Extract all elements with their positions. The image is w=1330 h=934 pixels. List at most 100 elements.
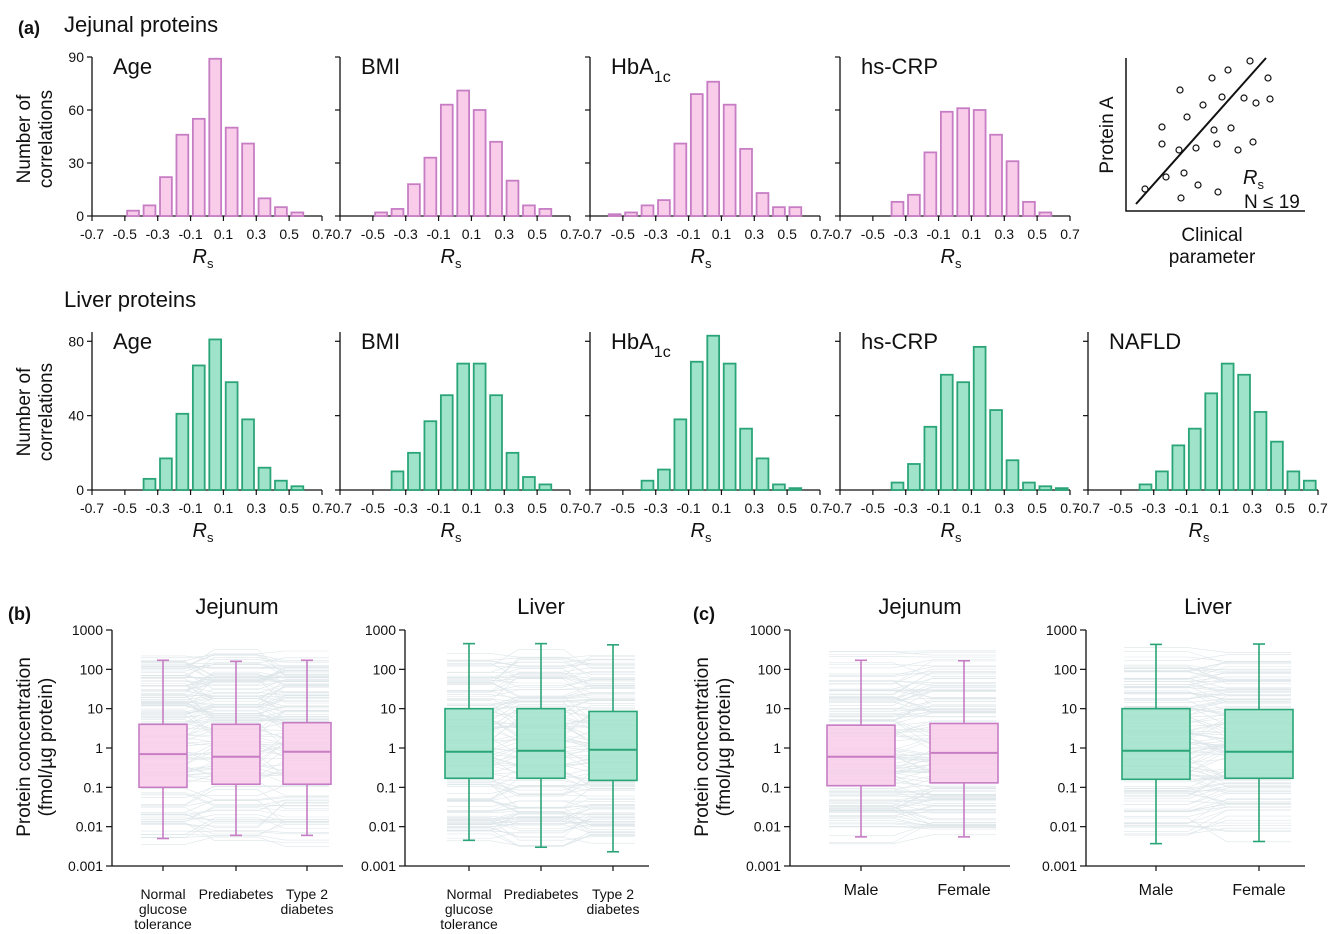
x-axis-label-sub: s	[455, 530, 462, 545]
protein-connection-line	[141, 685, 329, 696]
schematic-xlabel-line1: Clinical	[1181, 225, 1242, 246]
boxplot-title: Liver	[517, 594, 565, 619]
panel-title-main: Age	[113, 329, 152, 354]
protein-connection-line	[829, 662, 996, 677]
panel-label-c: (c)	[693, 604, 715, 624]
box-ylabel-line1: Protein concentration	[14, 657, 35, 837]
histogram-bar	[538, 483, 553, 491]
y-tick-label: 1	[388, 740, 396, 756]
y-tick-label: 0.01	[754, 819, 781, 835]
box-ylabel-line2: (fmol/µg protein)	[714, 678, 735, 817]
histogram-bar	[374, 211, 388, 217]
box-group: Prediabetes	[504, 642, 578, 902]
x-axis-label: Rs	[441, 520, 462, 545]
x-axis-label-main: R	[691, 246, 705, 268]
x-tick-label: -0.3	[394, 500, 418, 516]
histogram-liver-nafld: -0.7 -0.5 -0.3 -0.1 0.1 0.3 0.5 0.7 NAFLD Rs	[1076, 329, 1328, 545]
protein-connection-line	[141, 654, 329, 668]
x-tick-label: -0.5	[611, 226, 635, 242]
x-tick-label: 0.7	[312, 500, 332, 516]
y-tick-label: 1000	[1046, 622, 1077, 638]
iqr-box	[444, 707, 494, 780]
protein-connection-line	[141, 822, 329, 843]
x-axis-label-sub: s	[705, 256, 712, 271]
histogram-bar	[907, 193, 921, 217]
y-tick-label: 10	[87, 701, 103, 717]
x-axis-label: Rs	[941, 246, 962, 271]
y-tick-label: 1	[95, 740, 103, 756]
x-tick-label: -0.5	[861, 500, 885, 516]
schematic-point	[1194, 181, 1202, 189]
x-tick-label: -0.7	[828, 226, 852, 242]
x-tick-label: -0.5	[1109, 500, 1133, 516]
protein-connection-line	[141, 650, 329, 661]
boxplot-box-c-jejunum: 1000 100 10 1 0.1 0.01 0.001 Male Female Jejunum	[746, 594, 1010, 899]
boxplot-box-b-jejunum: 1000 100 10 1 0.1 0.01 0.001 Normalglucosetoler…	[68, 594, 343, 932]
x-tick-label: -0.5	[611, 500, 635, 516]
histogram-bar	[1237, 373, 1251, 491]
x-tick-label: -0.7	[80, 500, 104, 516]
histogram-bar	[989, 409, 1003, 491]
y-tick-label: 0.1	[377, 779, 397, 795]
box-ylabel-b: Protein concentration (fmol/µg protein)	[14, 657, 57, 837]
x-tick-label: -0.1	[677, 226, 701, 242]
schematic-point	[1141, 185, 1149, 193]
group-label: Normal	[446, 886, 491, 902]
histogram-bar	[257, 197, 272, 217]
section-title-liver: Liver proteins	[64, 287, 196, 312]
histogram-bar	[890, 481, 905, 491]
histogram-bar	[257, 466, 272, 491]
iqr-box	[826, 724, 896, 787]
iqr-box	[282, 721, 332, 786]
schematic-point	[1240, 94, 1248, 102]
y-tick-label: 100	[1054, 661, 1078, 677]
protein-connection-line	[141, 649, 329, 677]
histogram-bar	[439, 394, 454, 491]
histogram-bar	[241, 418, 255, 491]
histogram-bar	[472, 362, 487, 491]
box-group: Male	[1121, 643, 1191, 899]
schematic-fit-line	[1135, 57, 1267, 205]
histogram-bar	[274, 479, 288, 491]
histogram-bar	[640, 204, 655, 217]
histogram-bar	[689, 93, 704, 217]
schematic-rs-sub: s	[1257, 177, 1264, 192]
x-tick-label: 0.5	[1027, 500, 1047, 516]
y-tick-label: 60	[68, 102, 84, 118]
y-tick-label: 0	[76, 482, 84, 498]
x-tick-label: -0.5	[361, 500, 385, 516]
schematic-point	[1246, 57, 1254, 65]
x-tick-label: 0.5	[777, 500, 797, 516]
hist-ylabel-line1: Number of	[14, 94, 35, 183]
histogram-bar	[1138, 483, 1153, 491]
histogram-bar	[390, 208, 405, 217]
section-title-jejunal: Jejunal proteins	[64, 12, 218, 37]
box-group: Female	[1224, 643, 1294, 899]
x-tick-label: 0.7	[560, 500, 580, 516]
histogram-bar	[489, 140, 503, 217]
x-tick-label: -0.1	[427, 500, 451, 516]
y-tick-label: 1	[773, 740, 781, 756]
histogram-bar	[290, 485, 305, 491]
histogram-bar	[505, 451, 520, 491]
histogram-bar	[456, 362, 471, 491]
x-tick-label: 0.3	[745, 226, 765, 242]
histogram-bar	[1038, 211, 1053, 217]
y-tick-label: 1	[1069, 740, 1077, 756]
histogram-bar	[423, 420, 438, 491]
schematic-point	[1162, 173, 1170, 181]
schematic-rs-label: Rs	[1243, 167, 1264, 192]
x-axis-label-main: R	[941, 520, 955, 542]
x-axis-label: Rs	[691, 246, 712, 271]
x-tick-label: 0.1	[214, 500, 234, 516]
schematic-inset: Protein A Clinical parameter Rs N ≤ 19	[1097, 57, 1305, 268]
group-label: glucose	[445, 901, 493, 917]
x-tick-label: 0.1	[962, 226, 982, 242]
histogram-bar	[1270, 440, 1284, 491]
schematic-axes	[1125, 58, 1305, 212]
histogram-bar	[1187, 427, 1202, 491]
hist-ylabel-jejunal: Number of correlations	[14, 90, 57, 188]
histogram-bar	[1155, 470, 1169, 491]
hist-ylabel-line2: correlations	[36, 90, 57, 188]
